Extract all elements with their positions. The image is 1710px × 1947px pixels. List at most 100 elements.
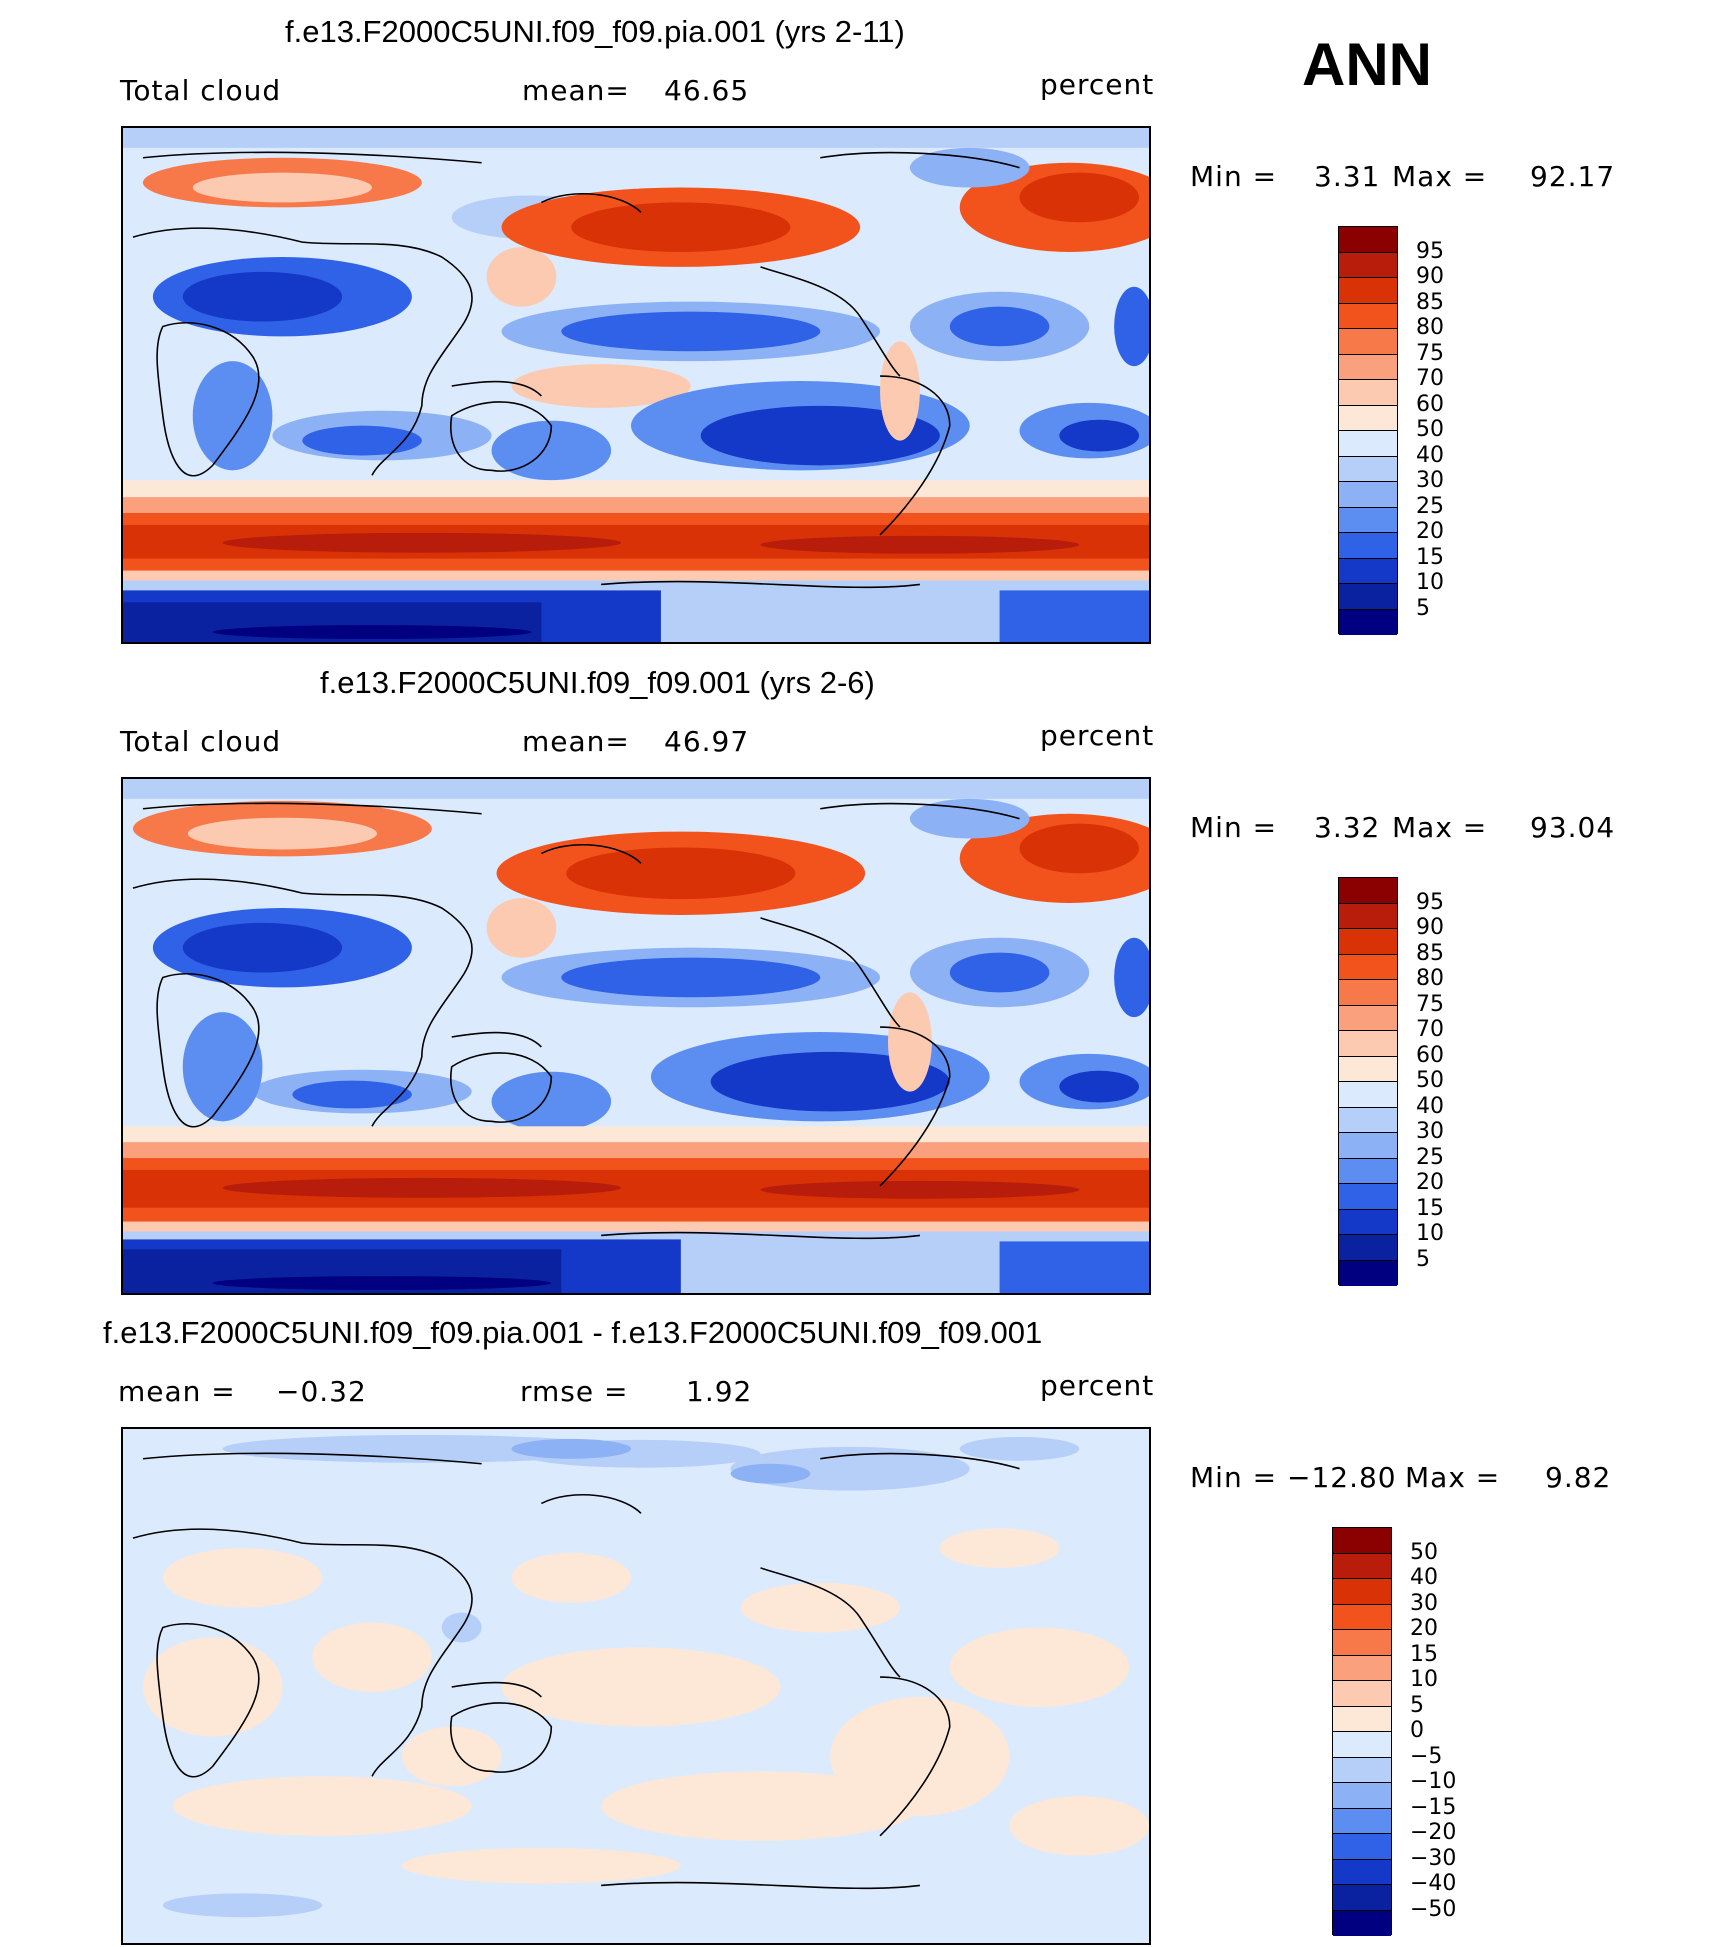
colorbar-tick-label: 85 [1416, 289, 1444, 315]
panel-1-colorbar [1338, 226, 1398, 635]
colorbar-segment [1339, 380, 1397, 406]
colorbar-segment [1339, 507, 1397, 533]
panel-2-min-label: Min = [1190, 811, 1278, 844]
panel-1-map [121, 126, 1151, 644]
colorbar-segment [1333, 1834, 1391, 1860]
season-label: ANN [1302, 31, 1432, 98]
panel-2-max-label: Max = [1392, 811, 1488, 844]
panel-1-mean-value: 46.65 [664, 74, 750, 107]
colorbar-tick-label: −40 [1410, 1871, 1457, 1896]
colorbar-segment [1339, 903, 1397, 929]
colorbar-tick-label: 30 [1410, 1590, 1438, 1616]
colorbar-segment [1339, 405, 1397, 431]
colorbar-tick-label: −15 [1410, 1794, 1457, 1820]
colorbar-segment [1333, 1910, 1391, 1936]
panel-2-units: percent [1040, 719, 1155, 752]
colorbar-segment [1339, 1005, 1397, 1031]
colorbar-tick-label: 15 [1416, 1195, 1444, 1221]
colorbar-segment [1333, 1630, 1391, 1656]
colorbar-tick-label: 5 [1416, 1246, 1430, 1272]
panel-3-min-label: Min = [1190, 1461, 1278, 1494]
panel-2-max-value: 93.04 [1530, 811, 1616, 844]
colorbar-tick-label: 60 [1416, 391, 1444, 417]
colorbar-tick-label: 50 [1416, 1068, 1444, 1093]
colorbar-segment [1333, 1783, 1391, 1809]
colorbar-tick-label: 90 [1416, 264, 1444, 289]
panel-1-variable-label: Total cloud [120, 74, 282, 107]
colorbar-tick-label: 75 [1416, 340, 1444, 366]
panel-1-max-label: Max = [1392, 160, 1488, 193]
colorbar-segment [1339, 252, 1397, 278]
colorbar-tick-label: 70 [1416, 366, 1444, 391]
colorbar-segment [1339, 1260, 1397, 1286]
colorbar-tick-label: 95 [1416, 889, 1444, 915]
colorbar-segment [1333, 1706, 1391, 1732]
colorbar-segment [1339, 1235, 1397, 1261]
colorbar-tick-label: 40 [1410, 1565, 1438, 1590]
colorbar-segment [1333, 1808, 1391, 1834]
panel-3-map [121, 1427, 1151, 1945]
colorbar-segment [1339, 329, 1397, 355]
colorbar-segment [1339, 954, 1397, 980]
panel-1-min-value: 3.31 [1314, 160, 1381, 193]
colorbar-tick-label: 5 [1416, 595, 1430, 621]
colorbar-segment [1339, 1209, 1397, 1235]
colorbar-segment [1333, 1681, 1391, 1707]
colorbar-segment [1333, 1757, 1391, 1783]
colorbar-segment [1339, 1031, 1397, 1057]
colorbar-segment [1333, 1553, 1391, 1579]
colorbar-tick-label: 40 [1416, 1093, 1444, 1119]
colorbar-tick-label: 85 [1416, 940, 1444, 966]
colorbar-segment [1339, 278, 1397, 304]
panel-1-units: percent [1040, 68, 1155, 101]
colorbar-tick-label: 50 [1416, 417, 1444, 442]
colorbar-segment [1339, 303, 1397, 329]
panel-1-mean-label: mean= [522, 74, 630, 107]
colorbar-segment [1339, 227, 1397, 253]
colorbar-segment [1339, 980, 1397, 1006]
colorbar-tick-label: 10 [1416, 1221, 1444, 1246]
panel-2-map [121, 777, 1151, 1295]
colorbar-segment [1339, 584, 1397, 610]
panel-3-max-label: Max = [1405, 1461, 1501, 1494]
colorbar-tick-label: 20 [1416, 519, 1444, 544]
panel-3-max-value: 9.82 [1545, 1461, 1612, 1494]
colorbar-tick-label: 90 [1416, 915, 1444, 940]
colorbar-tick-label: 10 [1416, 570, 1444, 595]
colorbar-segment [1339, 354, 1397, 380]
colorbar-tick-label: 20 [1410, 1616, 1438, 1641]
colorbar-segment [1339, 1133, 1397, 1159]
colorbar-tick-label: 95 [1416, 238, 1444, 264]
panel-1-min-label: Min = [1190, 160, 1278, 193]
colorbar-tick-label: 5 [1410, 1692, 1424, 1718]
colorbar-segment [1339, 1184, 1397, 1210]
panel-3-colorbar [1332, 1527, 1392, 1936]
colorbar-segment [1339, 533, 1397, 559]
panel-2-mean-value: 46.97 [664, 725, 750, 758]
colorbar-tick-label: 80 [1416, 966, 1444, 991]
colorbar-tick-label: −10 [1410, 1769, 1457, 1794]
colorbar-segment [1333, 1885, 1391, 1911]
panel-3-min-value: −12.80 [1287, 1461, 1397, 1494]
colorbar-tick-label: 0 [1410, 1718, 1424, 1743]
colorbar-tick-label: 25 [1416, 1144, 1444, 1170]
colorbar-tick-label: 20 [1416, 1170, 1444, 1195]
colorbar-tick-label: −30 [1410, 1845, 1457, 1871]
colorbar-tick-label: 15 [1416, 544, 1444, 570]
panel-2-title: f.e13.F2000C5UNI.f09_f09.001 (yrs 2-6) [320, 665, 875, 700]
colorbar-segment [1333, 1604, 1391, 1630]
panel-1-max-value: 92.17 [1530, 160, 1616, 193]
colorbar-tick-label: 15 [1410, 1641, 1438, 1667]
colorbar-segment [1339, 1082, 1397, 1108]
colorbar-segment [1339, 1158, 1397, 1184]
colorbar-tick-label: 75 [1416, 991, 1444, 1017]
panel-2-min-value: 3.32 [1314, 811, 1381, 844]
colorbar-tick-label: 80 [1416, 315, 1444, 340]
colorbar-segment [1333, 1528, 1391, 1554]
colorbar-tick-label: 50 [1410, 1539, 1438, 1565]
colorbar-segment [1339, 482, 1397, 508]
colorbar-segment [1339, 1107, 1397, 1133]
panel-2-colorbar [1338, 877, 1398, 1286]
panel-2-mean-label: mean= [522, 725, 630, 758]
colorbar-segment [1333, 1655, 1391, 1681]
